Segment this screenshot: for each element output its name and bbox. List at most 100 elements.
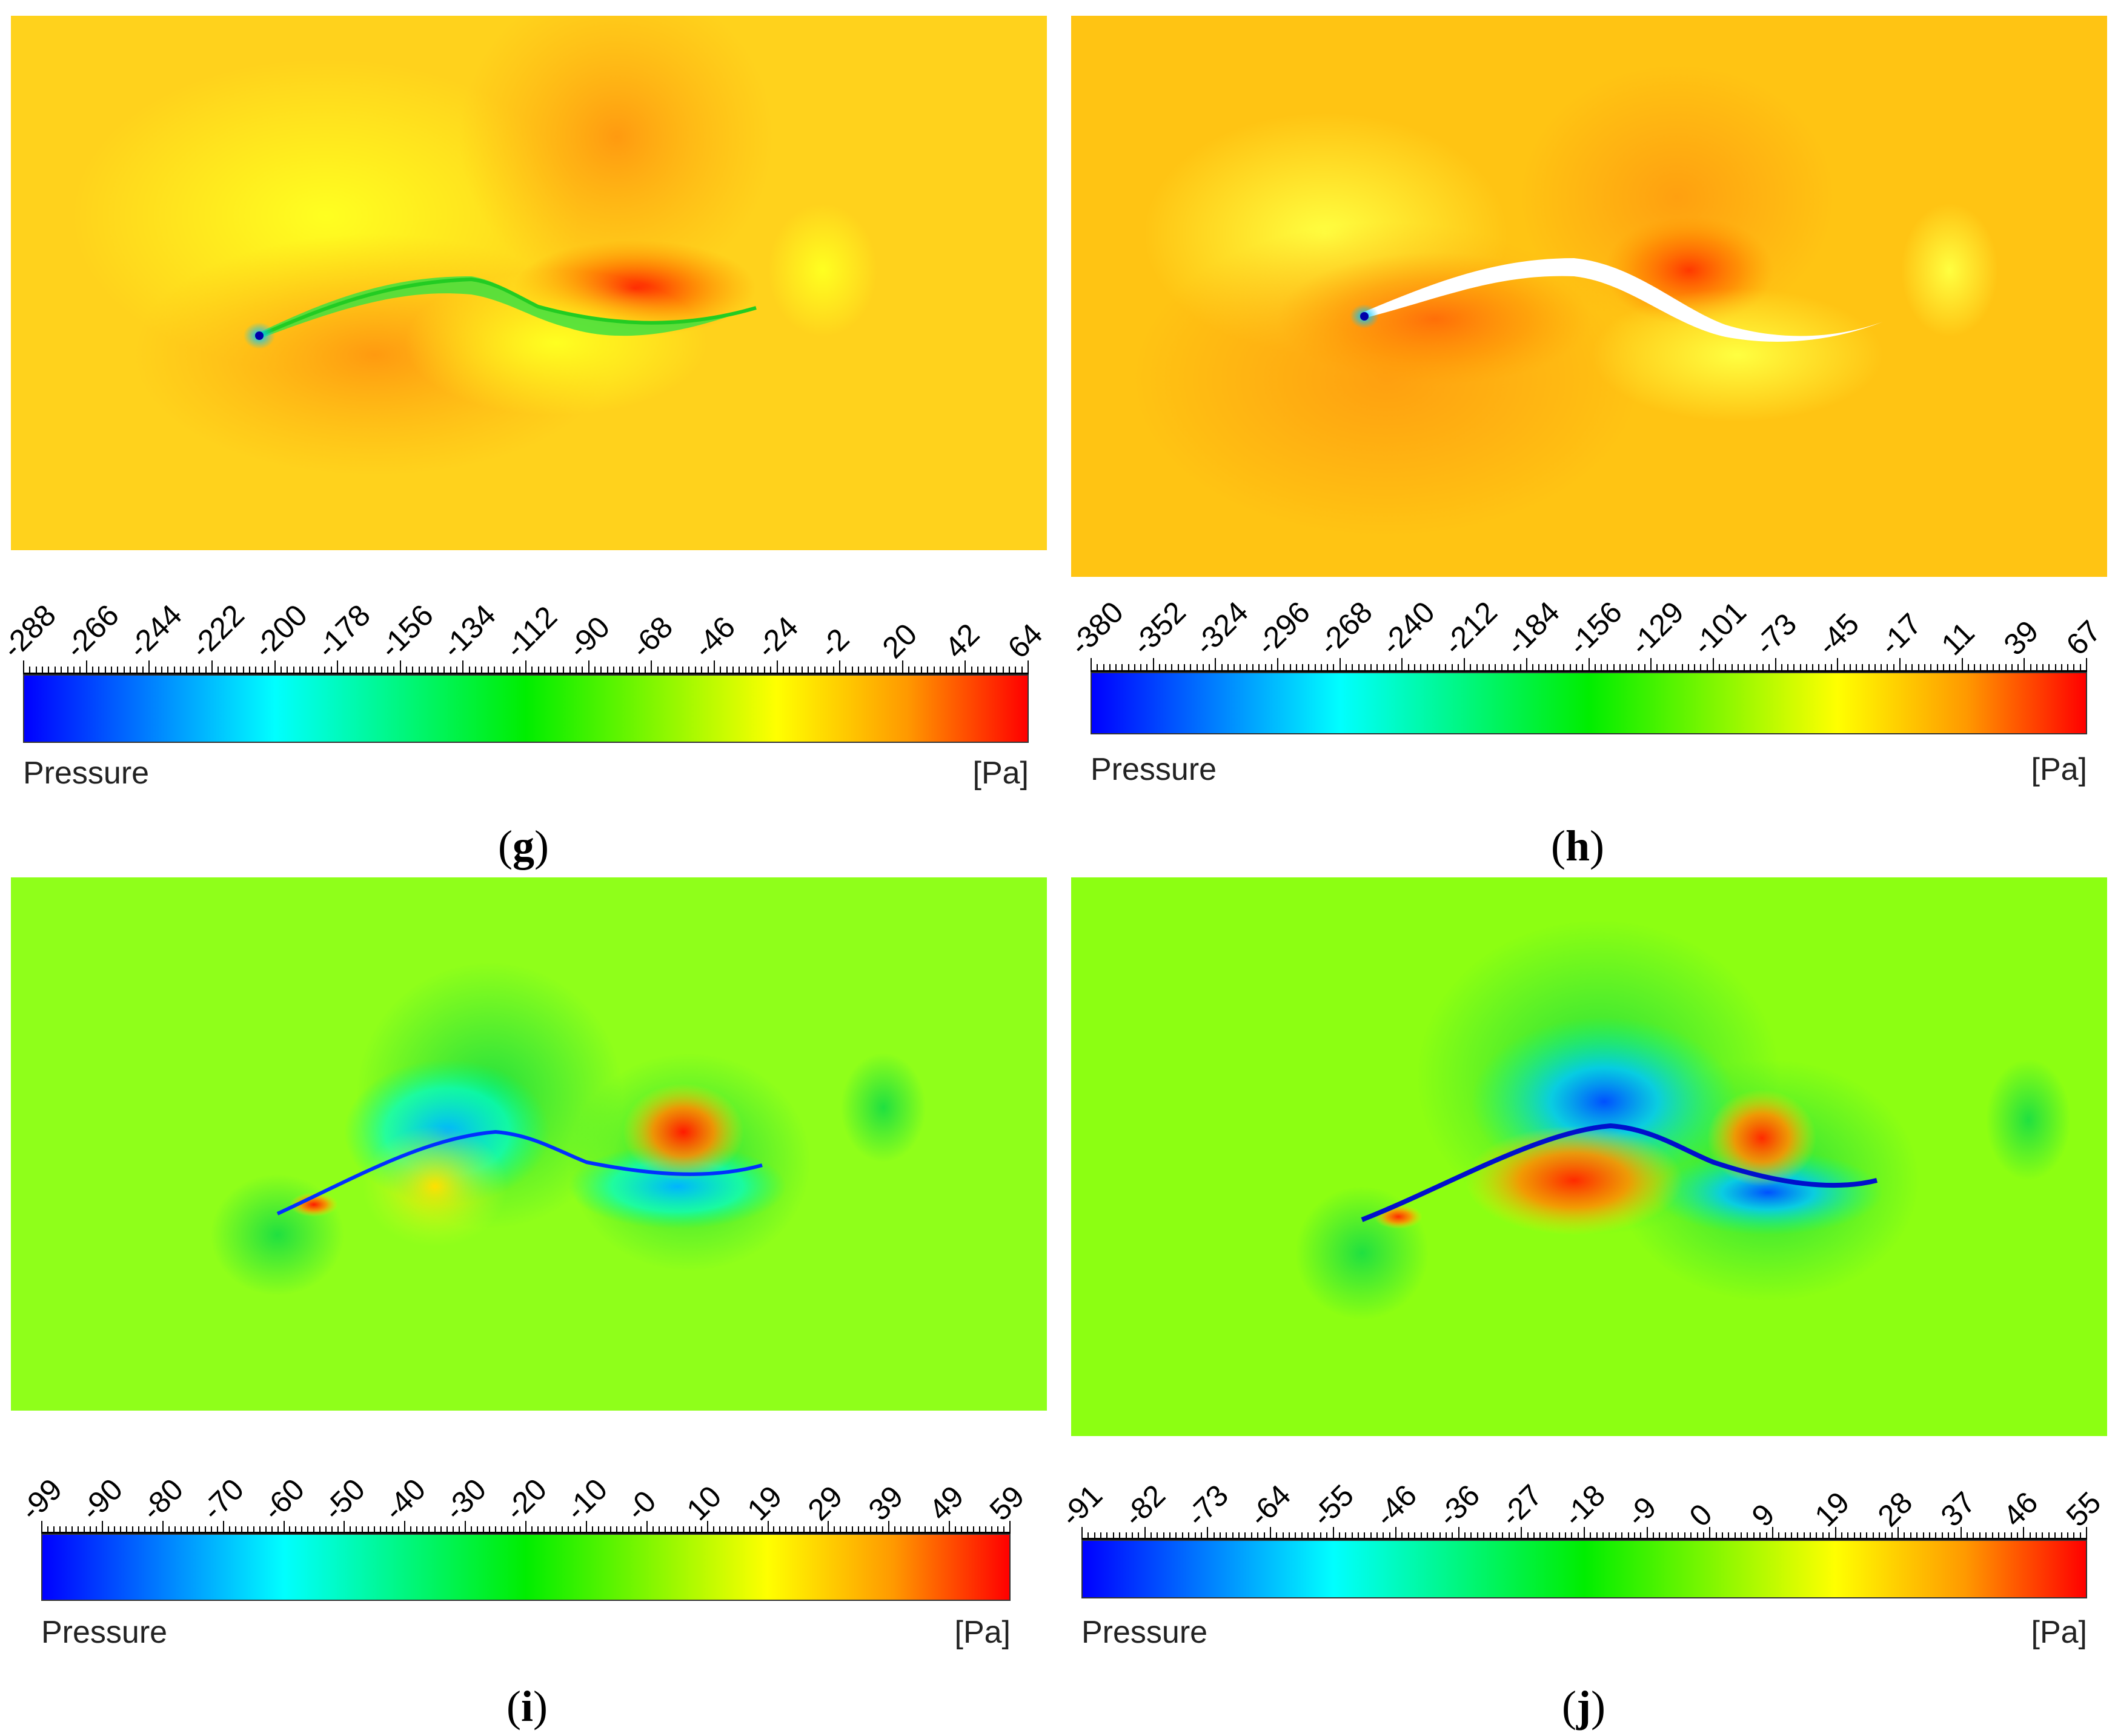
minor-tick	[603, 1526, 605, 1532]
minor-tick	[440, 1526, 442, 1532]
minor-tick	[1546, 1532, 1547, 1538]
minor-tick	[167, 667, 169, 673]
minor-tick	[2017, 1532, 2018, 1538]
minor-tick	[1668, 664, 1670, 670]
minor-tick	[150, 1526, 151, 1532]
minor-tick	[997, 1526, 999, 1532]
minor-tick	[1464, 658, 1466, 670]
minor-tick	[1476, 664, 1478, 670]
minor-tick	[1200, 1532, 1202, 1538]
minor-tick	[1834, 1527, 1836, 1538]
legend-unit-i: [Pa]	[954, 1615, 1011, 1650]
minor-tick	[1364, 1532, 1366, 1538]
colorbar-legend-j: -91 -82 -73 -64 -55 -46 -36 -27 -18 -9 0 9 19 28 37 46 5…	[1054, 1441, 2108, 1665]
minor-tick	[1188, 1532, 1190, 1538]
tick-labels-g: -288 -266 -244 -222 -200 -178 -156 -134 -112 -90-…	[0, 576, 1049, 665]
minor-tick	[1879, 1532, 1881, 1538]
minor-tick	[1830, 664, 1832, 670]
minor-tick	[513, 667, 514, 673]
minor-tick	[2079, 664, 2081, 670]
tick-label: 20	[875, 617, 923, 665]
minor-tick	[1659, 1532, 1661, 1538]
minor-tick	[1081, 1527, 1083, 1538]
minor-tick	[918, 1526, 920, 1532]
minor-tick	[271, 1526, 273, 1532]
minor-tick	[591, 1526, 593, 1532]
minor-tick	[1244, 1532, 1246, 1538]
minor-tick	[757, 667, 759, 673]
minor-tick	[1112, 1532, 1114, 1538]
minor-tick	[820, 667, 822, 673]
minor-tick	[556, 667, 558, 673]
minor-tick	[1672, 1532, 1673, 1538]
tick-label: 10	[680, 1479, 728, 1528]
tick-label: 46	[1996, 1485, 2045, 1534]
minor-tick	[1134, 664, 1135, 670]
minor-tick	[1916, 1532, 1918, 1538]
minor-tick	[123, 667, 125, 673]
minor-tick	[700, 1526, 702, 1532]
minor-tick	[1346, 664, 1347, 670]
pressure-contour-i	[11, 877, 1047, 1411]
minor-tick	[83, 1526, 85, 1532]
minor-tick	[125, 1526, 127, 1532]
minor-tick	[1979, 1532, 1981, 1538]
panel-label-j: (j)	[1562, 1682, 1605, 1731]
tick-label: 39	[862, 1479, 910, 1528]
minor-tick	[289, 1526, 291, 1532]
minor-tick	[1775, 658, 1776, 670]
minor-tick	[1502, 1532, 1504, 1538]
minor-tick	[1457, 664, 1459, 670]
minor-tick	[701, 667, 703, 673]
minor-tick	[900, 1526, 902, 1532]
minor-tick	[386, 1526, 388, 1532]
minor-tick	[785, 1526, 787, 1532]
minor-tick	[293, 667, 294, 673]
minor-tick	[888, 1521, 890, 1532]
minor-tick	[29, 667, 31, 673]
minor-tick	[1150, 1532, 1152, 1538]
minor-tick	[101, 1521, 103, 1532]
minor-tick	[1532, 664, 1534, 670]
tick-label: 39	[1997, 614, 2045, 662]
minor-tick	[1209, 664, 1210, 670]
minor-tick	[1910, 1532, 1911, 1538]
legend-title-g: Pressure	[23, 756, 150, 791]
minor-tick	[1289, 664, 1291, 670]
minor-tick	[1986, 664, 1988, 670]
minor-tick	[1476, 1532, 1478, 1538]
minor-tick	[1420, 664, 1422, 670]
minor-tick	[1489, 1532, 1491, 1538]
minor-tick	[1656, 664, 1658, 670]
minor-tick	[89, 1526, 91, 1532]
minor-tick	[174, 1526, 176, 1532]
tick-label: 37	[1934, 1485, 1982, 1534]
minor-tick	[519, 1526, 520, 1532]
minor-tick	[1856, 664, 1858, 670]
minor-tick	[2054, 664, 2056, 670]
minor-tick	[537, 667, 539, 673]
minor-tick	[989, 667, 991, 673]
minor-tick	[489, 1526, 491, 1532]
minor-tick	[1684, 1532, 1685, 1538]
minor-tick	[588, 660, 589, 673]
minor-tick	[1750, 664, 1751, 670]
minor-tick	[1552, 1532, 1554, 1538]
minor-tick	[362, 1526, 364, 1532]
minor-tick	[1898, 1527, 1899, 1538]
minor-tick	[2048, 664, 2050, 670]
minor-tick	[925, 1526, 926, 1532]
minor-tick	[1401, 658, 1403, 670]
minor-tick	[973, 1526, 975, 1532]
minor-tick	[767, 1521, 769, 1532]
tick-label: -244	[121, 597, 188, 665]
minor-tick	[500, 667, 502, 673]
minor-tick	[939, 667, 941, 673]
minor-tick	[712, 1526, 714, 1532]
minor-tick	[852, 1526, 854, 1532]
minor-tick	[1277, 658, 1279, 670]
minor-tick	[1859, 1532, 1861, 1538]
minor-tick	[53, 1526, 55, 1532]
colorbar-legend-i: -99 -90 -80 -70 -60 -50 -40 -30 -20 -10 -0 10 19 29 39…	[14, 1441, 1031, 1665]
minor-tick	[507, 1526, 509, 1532]
